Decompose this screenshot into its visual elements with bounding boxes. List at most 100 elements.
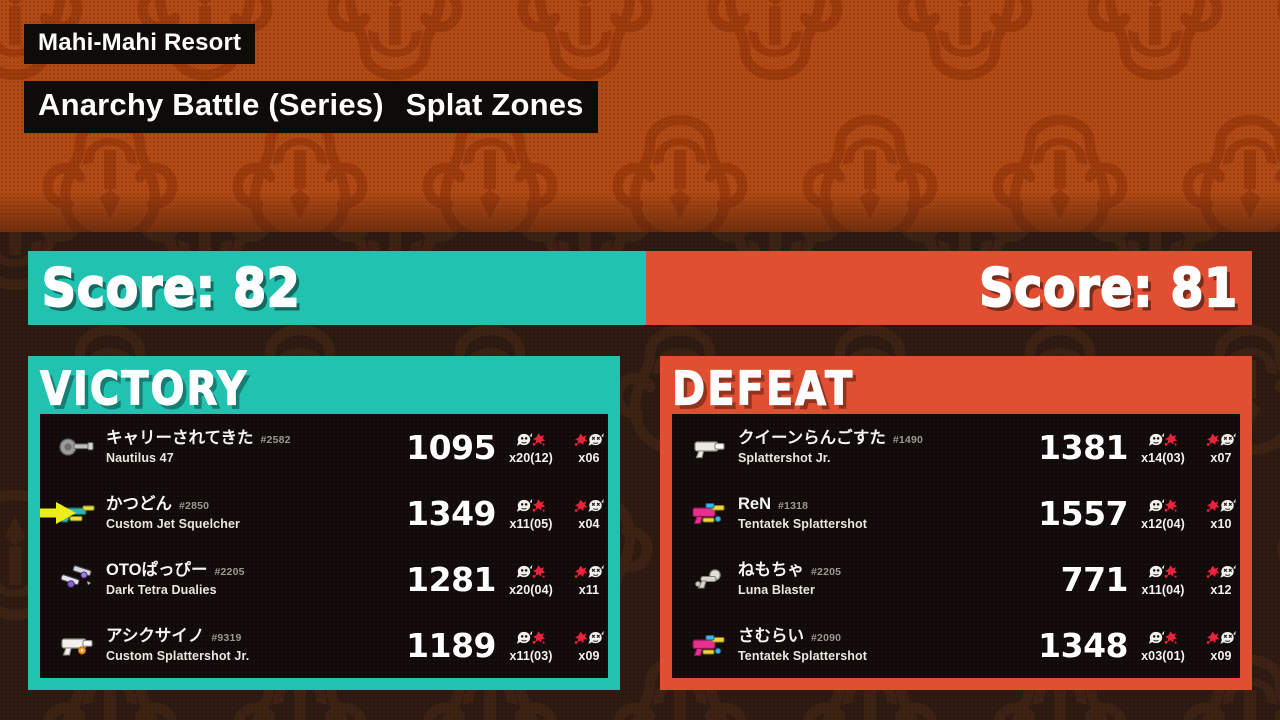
stat-deaths: x09 (1192, 628, 1240, 663)
player-row[interactable]: かつどん #2850 Custom Jet Squelcher 1349 x11(05)… (40, 480, 608, 546)
stat-deaths: x11 (560, 562, 608, 597)
stat-splats: x14(03) (1134, 430, 1192, 465)
splats-value: x20(04) (509, 582, 553, 597)
custom-splattershot-jr-icon (54, 625, 100, 665)
deaths-value: x09 (578, 648, 600, 663)
deaths-value: x09 (1210, 648, 1232, 663)
splats-value: x03(01) (1141, 648, 1185, 663)
player-weapon-name: Dark Tetra Dualies (106, 582, 217, 597)
splat-death-icon (574, 496, 604, 515)
stat-deaths: x07 (1192, 430, 1240, 465)
player-name-line: アシクサイノ #9319 (106, 627, 352, 646)
player-row[interactable]: アシクサイノ #9319 Custom Splattershot Jr. 1189 x1… (40, 612, 608, 678)
splats-value: x11(04) (1141, 582, 1185, 597)
player-weapon-name: Tentatek Splattershot (738, 648, 867, 663)
stat-deaths: x09 (560, 628, 608, 663)
splat-death-icon (1206, 562, 1236, 581)
player-paint-points: 1281 (406, 559, 496, 599)
player-row[interactable]: OTOぱっぴー #2205 Dark Tetra Dualies 1281 x20(04… (40, 546, 608, 612)
stat-splats: x11(03) (502, 628, 560, 663)
player-weapon-name: Luna Blaster (738, 582, 815, 597)
player-info: OTOぱっぴー #2205 Dark Tetra Dualies (106, 561, 352, 597)
header-shade (0, 192, 1280, 232)
crest-emblem-icon (510, 0, 660, 90)
stat-splats: x11(05) (502, 496, 560, 531)
player-name: OTOぱっぴー (106, 561, 208, 580)
player-tag: #2582 (260, 434, 291, 447)
player-name: クイーンらんごすた (738, 429, 886, 448)
splats-value: x14(03) (1141, 450, 1185, 465)
player-name: アシクサイノ (106, 627, 205, 646)
splat-kill-icon (516, 430, 546, 449)
stat-splats: x20(04) (502, 562, 560, 597)
player-stats: x11(05)x04x06 (502, 496, 608, 531)
player-name-line: ねもちゃ #2205 (738, 561, 984, 580)
stat-deaths: x04 (560, 496, 608, 531)
player-weapon-name: Splattershot Jr. (738, 450, 831, 465)
team-panel-alpha: VICTORY キャリーされてきた #2582 Nautilus 47 1095 x20… (28, 356, 620, 690)
crest-emblem-icon (890, 0, 1040, 90)
splat-kill-icon (1148, 628, 1178, 647)
player-info: ねもちゃ #2205 Luna Blaster (738, 561, 984, 597)
stat-deaths: x12 (1192, 562, 1240, 597)
player-name-line: ReN #1318 (738, 495, 984, 514)
player-paint-points: 1189 (406, 625, 496, 665)
player-paint-points: 1348 (1038, 625, 1128, 665)
player-name-line: かつどん #2850 (106, 495, 352, 514)
player-info: ReN #1318 Tentatek Splattershot (738, 495, 984, 531)
splats-value: x20(12) (509, 450, 553, 465)
battle-mode: Anarchy Battle (Series) (38, 87, 384, 122)
tentatek-splattershot-icon (686, 625, 732, 665)
splat-kill-icon (516, 628, 546, 647)
stat-splats: x03(01) (1134, 628, 1192, 663)
stat-splats: x11(04) (1134, 562, 1192, 597)
player-tag: #1318 (778, 500, 809, 513)
player-paint-points: 1381 (1038, 427, 1128, 467)
player-info: キャリーされてきた #2582 Nautilus 47 (106, 429, 352, 465)
splat-kill-icon (1148, 430, 1178, 449)
roster-bravo: クイーンらんごすた #1490 Splattershot Jr. 1381 x14(03… (672, 414, 1240, 678)
player-stats: x14(03)x07x05 (1134, 430, 1240, 465)
splat-death-icon (1206, 628, 1236, 647)
player-stats: x11(04)x12x01 (1134, 562, 1240, 597)
luna-blaster-icon (686, 559, 732, 599)
splats-value: x12(04) (1141, 516, 1185, 531)
player-name-line: OTOぱっぴー #2205 (106, 561, 352, 580)
player-tag: #9319 (211, 632, 242, 645)
team-panel-bravo: DEFEAT クイーンらんごすた #1490 Splattershot Jr. 138… (660, 356, 1252, 690)
player-row[interactable]: さむらい #2090 Tentatek Splattershot 1348 x03(01… (672, 612, 1240, 678)
deaths-value: x04 (578, 516, 600, 531)
player-stats: x12(04)x10x06 (1134, 496, 1240, 531)
splattershot-jr-icon (686, 427, 732, 467)
dark-tetra-dualies-icon (54, 559, 100, 599)
stat-deaths: x06 (560, 430, 608, 465)
deaths-value: x12 (1210, 582, 1232, 597)
player-info: アシクサイノ #9319 Custom Splattershot Jr. (106, 627, 352, 663)
score-bar: Score: 82 Score: 81 (28, 251, 1252, 325)
crest-emblem-icon (1270, 480, 1280, 630)
player-stats: x20(12)x06x05 (502, 430, 608, 465)
result-alpha: VICTORY (40, 362, 249, 416)
crest-emblem-icon (320, 0, 470, 90)
splats-value: x11(05) (509, 516, 553, 531)
player-name: さむらい (738, 627, 804, 646)
player-row[interactable]: ReN #1318 Tentatek Splattershot 1557 x12(04)… (672, 480, 1240, 546)
player-stats: x03(01)x09x05 (1134, 628, 1240, 663)
player-info: さむらい #2090 Tentatek Splattershot (738, 627, 984, 663)
header: Mahi-Mahi Resort Anarchy Battle (Series)… (24, 24, 598, 133)
splat-death-icon (574, 430, 604, 449)
player-name-line: クイーンらんごすた #1490 (738, 429, 984, 448)
active-player-arrow-icon (40, 499, 78, 527)
deaths-value: x10 (1210, 516, 1232, 531)
player-tag: #2850 (179, 500, 210, 513)
player-row[interactable]: クイーンらんごすた #1490 Splattershot Jr. 1381 x14(03… (672, 414, 1240, 480)
stat-splats: x20(12) (502, 430, 560, 465)
stage-name: Mahi-Mahi Resort (24, 24, 256, 64)
player-stats: x20(04)x11x05 (502, 562, 608, 597)
player-tag: #2090 (811, 632, 842, 645)
player-info: クイーンらんごすた #1490 Splattershot Jr. (738, 429, 984, 465)
nautilus-47-icon (54, 427, 100, 467)
